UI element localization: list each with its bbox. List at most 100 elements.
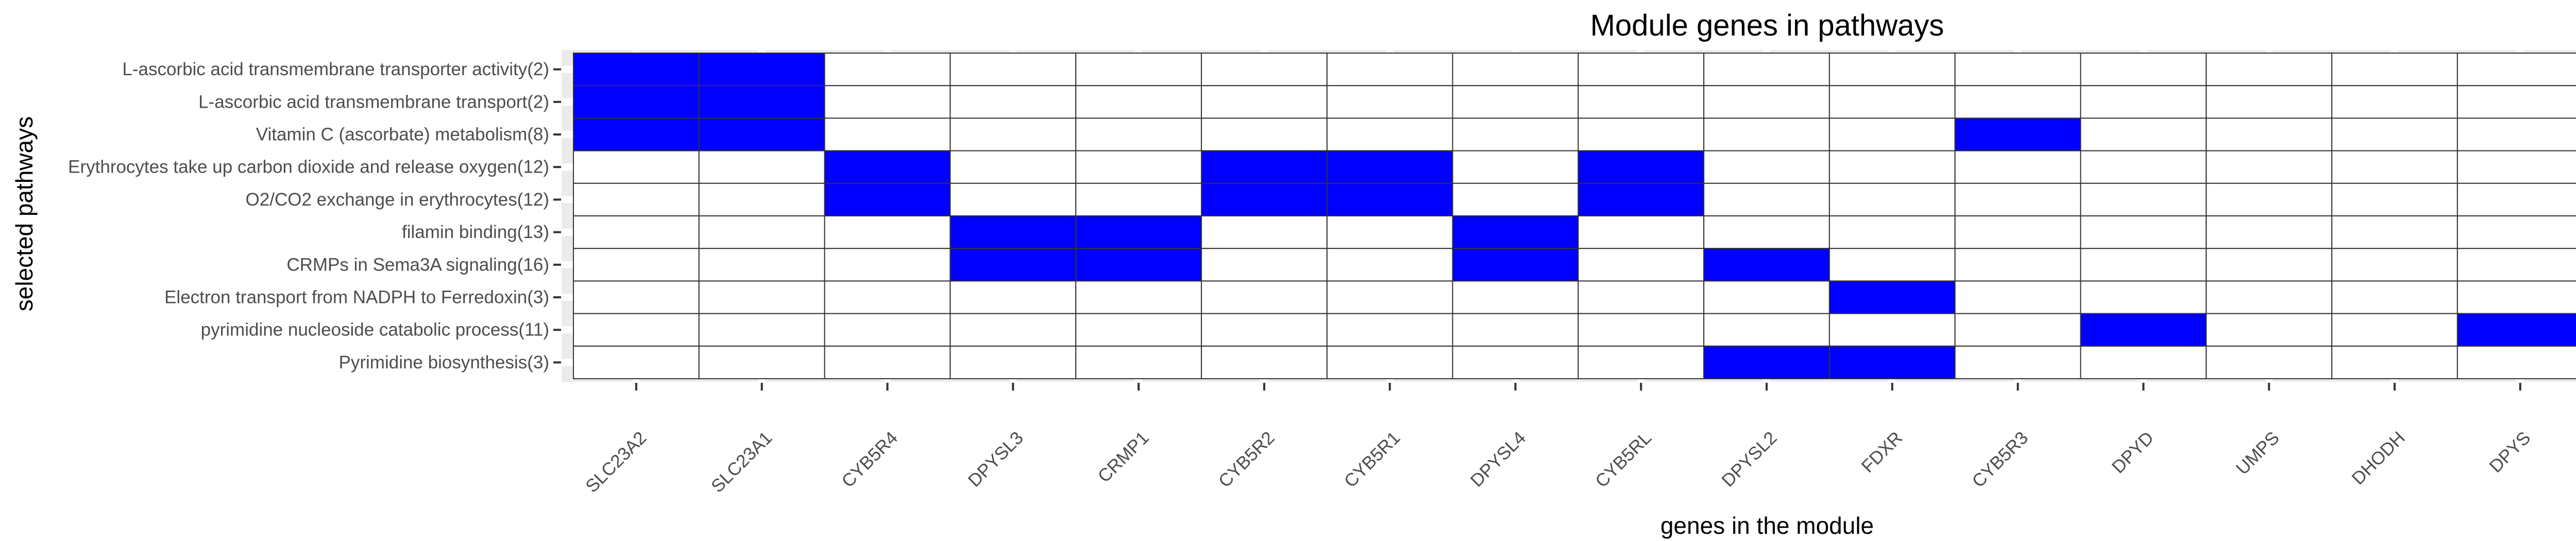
x-tick-label: DPYSL3 [964, 428, 1027, 491]
x-tick-label: UMPS [2232, 428, 2283, 479]
heatmap-cell [1578, 182, 1705, 216]
y-tick-mark [553, 166, 561, 168]
heatmap-cell [1200, 248, 1328, 282]
heatmap-cell [2080, 345, 2207, 379]
heatmap-cell [2456, 117, 2576, 151]
heatmap-cell [1075, 182, 1202, 216]
y-tick-mark [553, 100, 561, 103]
heatmap-cell [1326, 150, 1453, 184]
heatmap-cell [1075, 117, 1202, 151]
y-tick-label: Vitamin C (ascorbate) metabolism(8) [256, 125, 549, 145]
heatmap-cell [1578, 313, 1705, 347]
y-tick-mark [553, 231, 561, 233]
heatmap-cell [573, 117, 700, 151]
heatmap-cell [1452, 280, 1579, 314]
heatmap-cell [950, 182, 1077, 216]
heatmap-cell [1075, 248, 1202, 282]
heatmap-cell [824, 117, 951, 151]
heatmap-cell [1452, 215, 1579, 249]
heatmap-cell [950, 280, 1077, 314]
x-tick-mark [760, 383, 763, 391]
heatmap-cell [573, 182, 700, 216]
heatmap-cell [1326, 345, 1453, 379]
heatmap-cell [1326, 215, 1453, 249]
heatmap-cell [1703, 85, 1830, 119]
y-tick-label: Erythrocytes take up carbon dioxide and … [68, 157, 549, 177]
heatmap-cell [1828, 85, 1956, 119]
heatmap-cell [2206, 280, 2333, 314]
heatmap-cell [1075, 313, 1202, 347]
heatmap-cell [1828, 53, 1956, 87]
heatmap-cell [1954, 150, 2081, 184]
heatmap-cell [2080, 182, 2207, 216]
heatmap-cell [950, 150, 1077, 184]
heatmap-cell [1954, 53, 2081, 87]
heatmap-cell [1828, 345, 1956, 379]
heatmap-cell [1828, 248, 1956, 282]
heatmap-cell [698, 53, 825, 87]
heatmap-cell [1954, 248, 2081, 282]
heatmap-cell [1703, 182, 1830, 216]
heatmap-cell [698, 182, 825, 216]
x-tick-mark [1263, 383, 1265, 391]
heatmap-cell [2456, 345, 2576, 379]
heatmap-cell [1075, 215, 1202, 249]
heatmap-cell [573, 248, 700, 282]
heatmap-cell [824, 215, 951, 249]
heatmap-cell [2456, 85, 2576, 119]
x-tick-label: SLC23A1 [707, 428, 776, 497]
heatmap-cell [1954, 345, 2081, 379]
heatmap-cell [1075, 53, 1202, 87]
heatmap-cell [1452, 150, 1579, 184]
heatmap-cell [1703, 117, 1830, 151]
heatmap-cell [573, 85, 700, 119]
heatmap-cell [1828, 313, 1956, 347]
heatmap-cell [1828, 182, 1956, 216]
x-tick-mark [1138, 383, 1140, 391]
heatmap-cell [2331, 248, 2458, 282]
x-tick-mark [1012, 383, 1014, 391]
y-tick-mark [553, 296, 561, 298]
heatmap-cell [2206, 117, 2333, 151]
x-tick-label: DPYD [2108, 428, 2158, 477]
heatmap-cell [2080, 215, 2207, 249]
heatmap-cell [1452, 313, 1579, 347]
heatmap-cell [1954, 280, 2081, 314]
y-tick-label: Pyrimidine biosynthesis(3) [339, 352, 549, 373]
heatmap-cell [1326, 280, 1453, 314]
heatmap-cell [1954, 117, 2081, 151]
heatmap-cell [2456, 215, 2576, 249]
heatmap-cell [2331, 85, 2458, 119]
heatmap-cell [573, 150, 700, 184]
y-tick-mark [553, 68, 561, 71]
heatmap-cell [2331, 117, 2458, 151]
heatmap-cell [1578, 117, 1705, 151]
heatmap-cell [1703, 53, 1830, 87]
heatmap-cell [1578, 150, 1705, 184]
y-tick-mark [553, 198, 561, 201]
y-tick-mark [553, 361, 561, 364]
heatmap-cell [1200, 345, 1328, 379]
heatmap-cell [824, 150, 951, 184]
heatmap-cell [1200, 215, 1328, 249]
x-tick-mark [2016, 383, 2019, 391]
x-tick-label: FDXR [1857, 428, 1906, 477]
heatmap-cell [2456, 280, 2576, 314]
heatmap-cell [1200, 85, 1328, 119]
heatmap-cell [1452, 345, 1579, 379]
heatmap-cell [698, 248, 825, 282]
x-tick-mark [886, 383, 889, 391]
heatmap-cell [824, 53, 951, 87]
heatmap-cell [698, 313, 825, 347]
heatmap-cell [698, 85, 825, 119]
x-tick-mark [1388, 383, 1391, 391]
y-tick-label: O2/CO2 exchange in erythrocytes(12) [246, 190, 549, 210]
heatmap-cell [1578, 53, 1705, 87]
heatmap-cell [950, 53, 1077, 87]
x-tick-label: CYB5R1 [1340, 428, 1404, 492]
x-tick-label: DPYS [2485, 428, 2534, 477]
heatmap-cell [2080, 150, 2207, 184]
heatmap-cell [1828, 117, 1956, 151]
x-tick-mark [2393, 383, 2396, 391]
y-tick-label: L-ascorbic acid transmembrane transport(… [198, 92, 549, 112]
